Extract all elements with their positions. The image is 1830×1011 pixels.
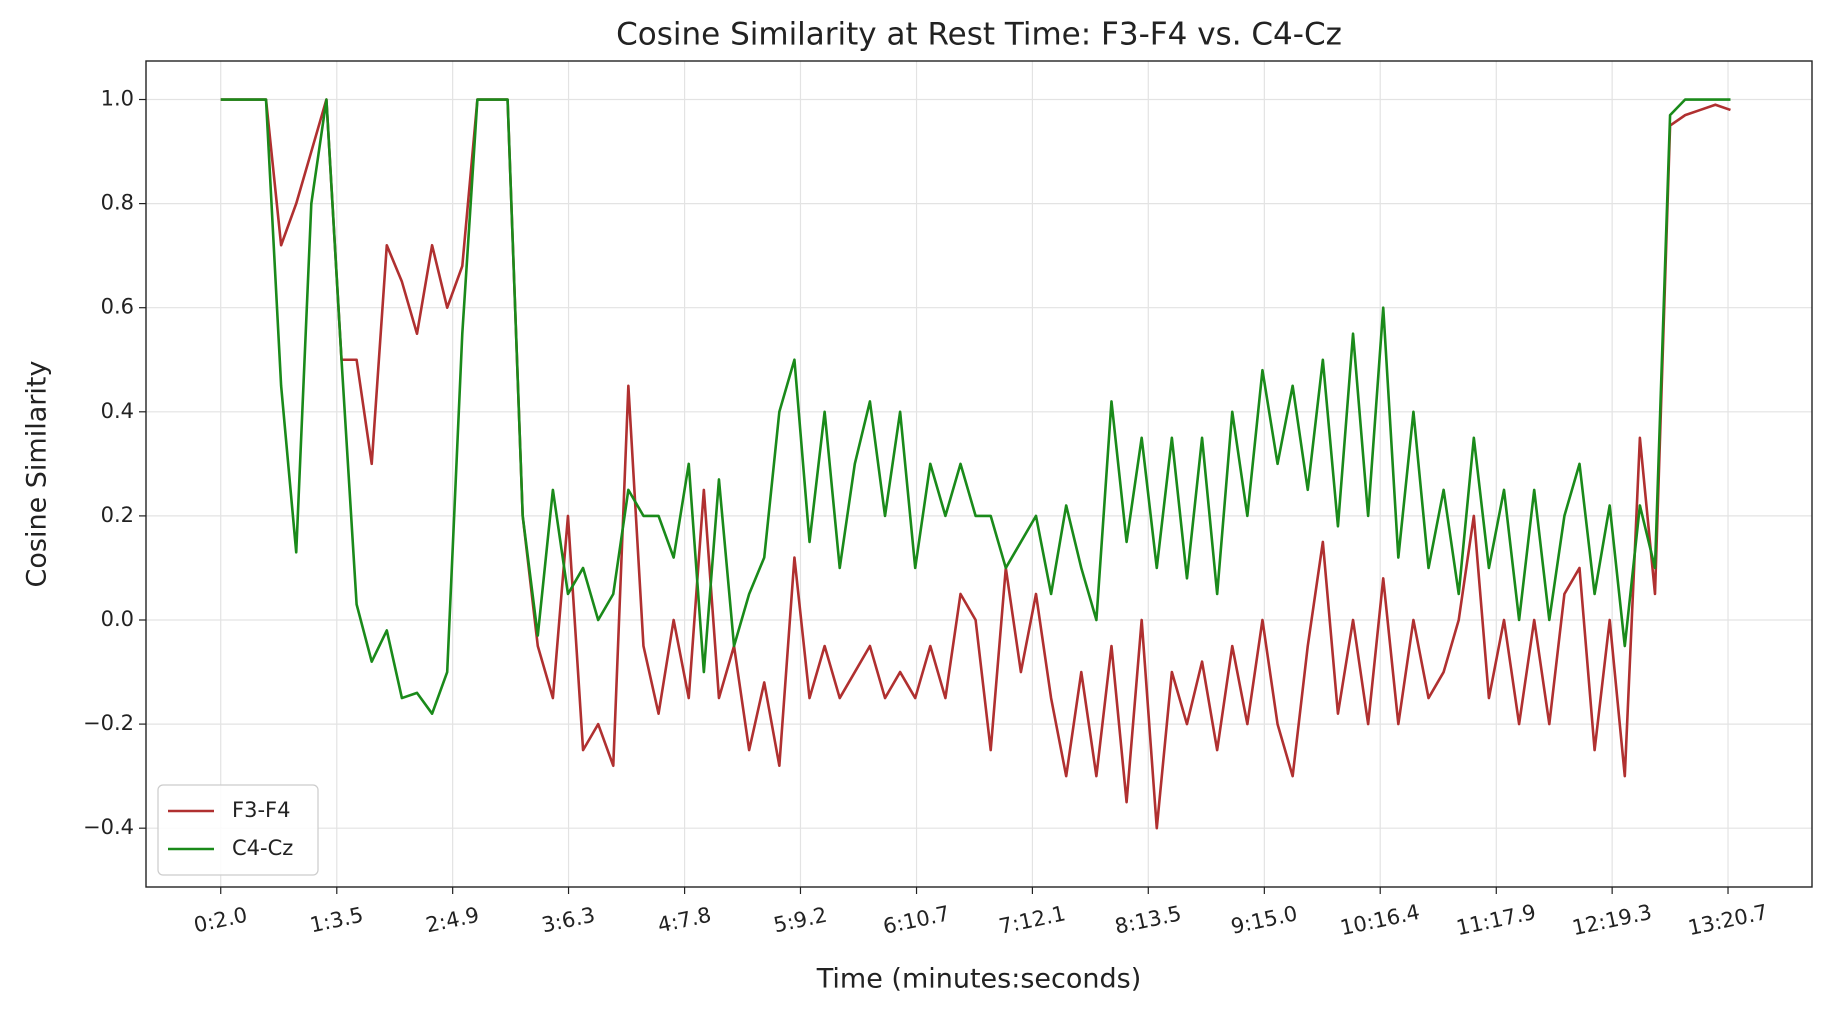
chart-title: Cosine Similarity at Rest Time: F3-F4 vs… <box>616 17 1342 53</box>
y-tick-label: 0.6 <box>101 295 134 319</box>
y-tick-label: 0.2 <box>101 503 134 527</box>
x-tick-label: 7:12.1 <box>997 901 1068 938</box>
x-tick-label: 3:6.3 <box>540 903 598 938</box>
legend-label: C4-Cz <box>232 836 293 860</box>
legend: F3-F4 C4-Cz <box>157 784 319 876</box>
legend-label: F3-F4 <box>232 798 290 822</box>
x-tick-label: 0:2.0 <box>192 903 250 938</box>
x-tick-label: 2:4.9 <box>424 903 482 938</box>
x-axis-label: Time (minutes:seconds) <box>816 964 1141 995</box>
x-tick-label: 6:10.7 <box>881 901 952 938</box>
y-tick-label: −0.4 <box>83 815 134 839</box>
y-tick-label: 0.0 <box>101 607 134 631</box>
plot-frame <box>145 60 1813 888</box>
x-tick-label: 1:3.5 <box>308 903 366 938</box>
legend-box <box>157 784 319 876</box>
x-tick-label: 10:16.4 <box>1338 900 1422 940</box>
y-tick-label: 1.0 <box>101 87 134 111</box>
y-axis-label: Cosine Similarity <box>22 361 53 588</box>
y-tick-label: 0.4 <box>101 399 134 423</box>
x-tick-label: 9:15.0 <box>1229 901 1300 938</box>
data-line <box>220 98 1731 830</box>
x-tick-label: 12:19.3 <box>1570 900 1654 940</box>
y-tick-label: −0.2 <box>83 711 134 735</box>
x-tick-label: 8:13.5 <box>1113 901 1184 938</box>
x-tick-label: 4:7.8 <box>656 903 714 938</box>
x-tick-label: 11:17.9 <box>1454 900 1538 940</box>
data-line <box>220 98 1731 715</box>
x-tick-label: 5:9.2 <box>771 903 829 938</box>
y-tick-label: 0.8 <box>101 191 134 215</box>
x-tick-label: 13:20.7 <box>1686 900 1770 940</box>
